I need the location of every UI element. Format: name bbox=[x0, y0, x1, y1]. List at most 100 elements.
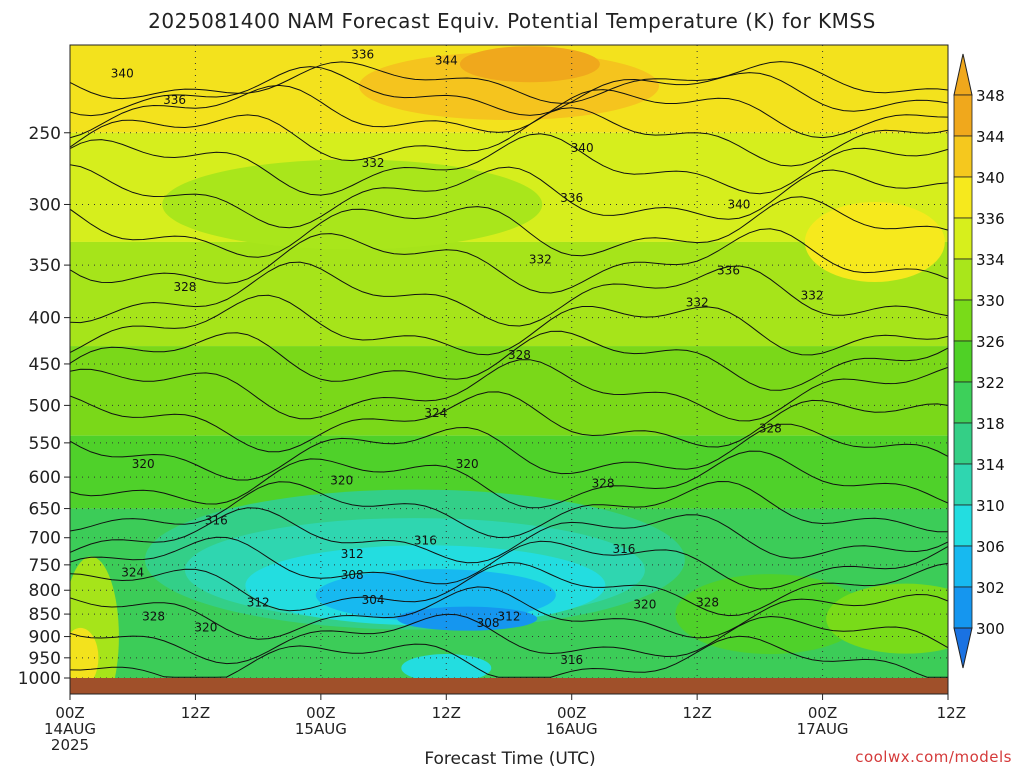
field-blob-8 bbox=[397, 606, 538, 631]
contour-label: 320 bbox=[194, 621, 217, 635]
x-tick-label: 16AUG bbox=[546, 720, 598, 738]
colorbar-label: 300 bbox=[976, 620, 1005, 638]
field-blob-1 bbox=[459, 46, 600, 83]
contour-label: 328 bbox=[696, 595, 719, 609]
contour-line-9 bbox=[70, 294, 948, 356]
y-tick-label: 600 bbox=[29, 468, 61, 488]
colorbar-segment bbox=[953, 94, 973, 137]
x-tick-label: 00Z bbox=[557, 704, 586, 722]
colorbar-segment bbox=[953, 463, 973, 506]
contour-line-0 bbox=[70, 61, 948, 104]
contour-label: 340 bbox=[727, 197, 750, 211]
contour-label: 344 bbox=[435, 53, 458, 67]
y-tick-label: 300 bbox=[29, 195, 61, 215]
contour-line-1 bbox=[70, 66, 948, 117]
x-tick-label: 15AUG bbox=[295, 720, 347, 738]
colorbar-segment bbox=[953, 299, 973, 342]
y-tick-label: 250 bbox=[29, 124, 61, 144]
contour-label: 336 bbox=[351, 48, 374, 62]
colorbar-label: 318 bbox=[976, 415, 1005, 433]
colorbar-label: 302 bbox=[976, 579, 1005, 597]
contour-line-2 bbox=[70, 84, 948, 139]
contour-label: 332 bbox=[801, 288, 824, 302]
field-band-2 bbox=[70, 241, 948, 347]
colorbar-segment bbox=[953, 586, 973, 629]
x-tick-label: 00Z bbox=[306, 704, 335, 722]
colorbar-label: 306 bbox=[976, 538, 1005, 556]
colorbar-label: 348 bbox=[976, 87, 1005, 105]
y-tick-label: 700 bbox=[29, 529, 61, 549]
contour-label: 316 bbox=[205, 513, 228, 527]
contour-label: 328 bbox=[142, 609, 165, 623]
x-tick-label: 00Z bbox=[808, 704, 837, 722]
contour-line-16 bbox=[70, 507, 948, 564]
colorbar-segment bbox=[953, 176, 973, 219]
colorbar-label: 344 bbox=[976, 128, 1005, 146]
contour-label: 328 bbox=[508, 348, 531, 362]
contour-line-11 bbox=[70, 359, 948, 422]
colorbar-segment bbox=[953, 545, 973, 588]
y-tick-label: 800 bbox=[29, 581, 61, 601]
contour-label: 316 bbox=[414, 534, 437, 548]
contour-label: 316 bbox=[613, 542, 636, 556]
x-axis-label: Forecast Time (UTC) bbox=[424, 749, 595, 768]
contour-line-21 bbox=[70, 635, 948, 678]
x-tick-label: 12Z bbox=[937, 704, 966, 722]
colorbar-segment bbox=[953, 340, 973, 383]
contour-line-4 bbox=[70, 133, 948, 196]
contour-line-12 bbox=[70, 391, 948, 453]
contour-labels: 340 336 336 344 332 340 336 340 332 336 332 332 328 3… bbox=[111, 48, 824, 667]
contour-label: 332 bbox=[529, 252, 552, 266]
contour-label: 316 bbox=[560, 653, 583, 667]
contour-label: 340 bbox=[111, 66, 134, 80]
colorbar-segment bbox=[953, 504, 973, 547]
contour-label: 332 bbox=[686, 296, 709, 310]
colorbar-label: 310 bbox=[976, 497, 1005, 515]
y-tick-label: 1000 bbox=[18, 669, 61, 689]
colorbar-segment bbox=[953, 422, 973, 465]
contour-line-19 bbox=[70, 586, 948, 640]
colorbar: 348 344 340 336 334 330 326 322 318 314 310 306 302 3… bbox=[953, 53, 1005, 669]
colorbar-label: 314 bbox=[976, 456, 1005, 474]
colorbar-label: 326 bbox=[976, 333, 1005, 351]
x-tick-label: 12Z bbox=[682, 704, 711, 722]
contour-label: 320 bbox=[633, 598, 656, 612]
contour-label: 336 bbox=[560, 191, 583, 205]
field-band-3 bbox=[70, 346, 948, 436]
y-tick-label: 400 bbox=[29, 309, 61, 329]
y-tick-label: 650 bbox=[29, 500, 61, 520]
x-tick-label: 17AUG bbox=[797, 720, 849, 738]
contour-line-13 bbox=[70, 423, 948, 481]
y-tick-label: 550 bbox=[29, 434, 61, 454]
contour-label: 320 bbox=[330, 473, 353, 487]
colorbar-segment bbox=[953, 381, 973, 424]
contour-label: 336 bbox=[163, 93, 186, 107]
y-tick-label: 450 bbox=[29, 355, 61, 375]
contour-label: 312 bbox=[341, 547, 364, 561]
field-blob-9 bbox=[401, 654, 492, 678]
contour-label: 336 bbox=[717, 264, 740, 278]
contour-label: 320 bbox=[132, 457, 155, 471]
contour-line-6 bbox=[70, 196, 948, 258]
contour-label: 328 bbox=[174, 280, 197, 294]
contour-line-10 bbox=[70, 330, 948, 391]
colorbar-label: 336 bbox=[976, 210, 1005, 228]
field-blob-11 bbox=[70, 627, 99, 678]
contour-label: 304 bbox=[362, 593, 385, 607]
contour-line-8 bbox=[70, 261, 948, 327]
chart-title: 2025081400 NAM Forecast Equiv. Potential… bbox=[148, 9, 876, 33]
contour-label: 324 bbox=[121, 566, 144, 580]
contour-label: 324 bbox=[424, 406, 447, 420]
colorbar-top-arrow bbox=[953, 53, 973, 96]
y-axis: 250 300 350 400 450 500 550 600 650 700 750 800 850 9… bbox=[18, 124, 70, 689]
colorbar-segment bbox=[953, 217, 973, 260]
colorbar-segment bbox=[953, 135, 973, 178]
y-tick-label: 500 bbox=[29, 396, 61, 416]
colorbar-segment bbox=[953, 258, 973, 301]
contour-lines bbox=[70, 61, 948, 678]
contour-line-3 bbox=[70, 107, 948, 167]
field-blob-12 bbox=[675, 574, 866, 655]
contour-label: 312 bbox=[247, 595, 270, 609]
contour-line-14 bbox=[70, 450, 948, 509]
